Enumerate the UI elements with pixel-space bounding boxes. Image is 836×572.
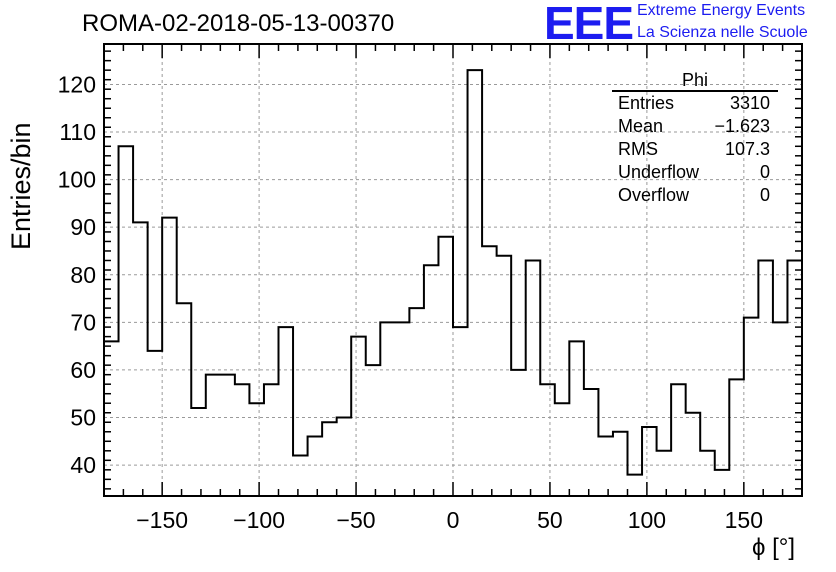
y-tick-label: 80: [70, 262, 96, 288]
x-tick-label: 150: [725, 507, 763, 533]
y-tick-label: 60: [70, 357, 96, 383]
eee-logo: EEE: [544, 0, 634, 49]
histogram-bin: [438, 237, 453, 496]
stats-row-underflow: Underflow 0: [610, 161, 778, 184]
y-tick-label: 70: [70, 309, 96, 335]
stats-label: Underflow: [618, 162, 700, 182]
histogram-bin: [686, 413, 701, 496]
stats-label: Mean: [618, 116, 664, 136]
y-tick-label: 110: [59, 119, 96, 145]
histogram-bin: [511, 370, 526, 496]
histogram-bin: [279, 327, 294, 496]
stats-value: −1.623: [714, 116, 770, 136]
histogram-step-line: [104, 69, 802, 476]
stats-value: 0: [759, 162, 770, 182]
histogram-bin: [380, 322, 395, 496]
histogram-bin: [715, 470, 730, 496]
histogram-bin: [424, 265, 439, 496]
histogram-bin: [308, 437, 323, 496]
logo-line-2: La Scienza nelle Scuole: [637, 24, 808, 41]
y-tick-label: 50: [70, 404, 96, 430]
x-tick-label: 50: [537, 507, 563, 533]
histogram-bin: [148, 351, 163, 496]
y-tick-label: 120: [58, 71, 96, 97]
stats-label: RMS: [618, 139, 658, 159]
y-axis-label: Entries/bin: [6, 122, 36, 250]
histogram-bin: [526, 260, 541, 496]
histogram-bin: [395, 322, 410, 496]
histogram-bin: [642, 427, 657, 496]
histogram-bin: [628, 475, 643, 496]
stats-label: Entries: [618, 93, 675, 113]
y-tick-label: 90: [70, 214, 96, 240]
histogram-bin: [162, 218, 177, 496]
histogram-bin: [453, 327, 468, 496]
histogram-bin: [119, 146, 134, 496]
histogram-bin: [191, 408, 206, 496]
histogram-bin: [671, 384, 686, 496]
histogram-bin: [700, 451, 715, 496]
x-tick-label: 100: [628, 507, 666, 533]
histogram-bin: [293, 456, 308, 496]
x-axis-label: ϕ [°]: [752, 534, 796, 561]
histogram-bin: [220, 375, 235, 496]
stats-value: 107.3: [724, 139, 770, 159]
histogram-bin: [337, 417, 352, 496]
y-tick-label: 100: [58, 167, 96, 193]
x-tick-label: −150: [136, 507, 188, 533]
stats-box: Phi Entries 3310 Mean −1.623 RMS 107.3 U…: [610, 70, 778, 207]
histogram-bin: [366, 365, 381, 496]
x-tick-label: 0: [447, 507, 460, 533]
histogram-bin: [569, 341, 584, 496]
histogram-bin: [206, 375, 221, 496]
histogram-bin: [177, 303, 192, 496]
stats-row-overflow: Overflow 0: [610, 184, 778, 207]
histogram-bin: [744, 318, 759, 496]
stats-row-rms: RMS 107.3: [610, 138, 778, 161]
histogram-bin: [133, 222, 148, 496]
histogram-bin: [729, 379, 744, 496]
histogram-bin: [351, 337, 366, 496]
histogram-bin: [584, 389, 599, 496]
histogram-bin: [598, 437, 613, 496]
stats-row-entries: Entries 3310: [610, 92, 778, 115]
logo-line-1: Extreme Energy Events: [637, 2, 806, 19]
histogram-bin: [249, 403, 264, 496]
y-tick-label: 40: [70, 452, 96, 478]
histogram-bin: [468, 70, 483, 496]
histogram-bin: [555, 403, 570, 496]
histogram-bin: [322, 422, 337, 496]
histogram-bin: [235, 384, 250, 496]
histogram-bin: [264, 384, 279, 496]
x-tick-label: −100: [233, 507, 285, 533]
histogram-bin: [773, 322, 788, 496]
stats-value: 3310: [729, 93, 770, 113]
chart-title: ROMA-02-2018-05-13-00370: [82, 10, 395, 37]
stats-label: Overflow: [618, 185, 690, 205]
histogram-bin: [613, 432, 628, 496]
histogram-bin: [657, 451, 672, 496]
histogram-bin: [540, 384, 555, 496]
stats-value: 0: [759, 185, 770, 205]
histogram-bin: [409, 308, 424, 496]
x-tick-label: −50: [337, 507, 376, 533]
stats-name: Phi: [612, 70, 778, 92]
histogram-bin: [758, 260, 773, 496]
histogram-bin: [497, 256, 512, 496]
histogram-bin: [482, 246, 497, 496]
stats-row-mean: Mean −1.623: [610, 115, 778, 138]
